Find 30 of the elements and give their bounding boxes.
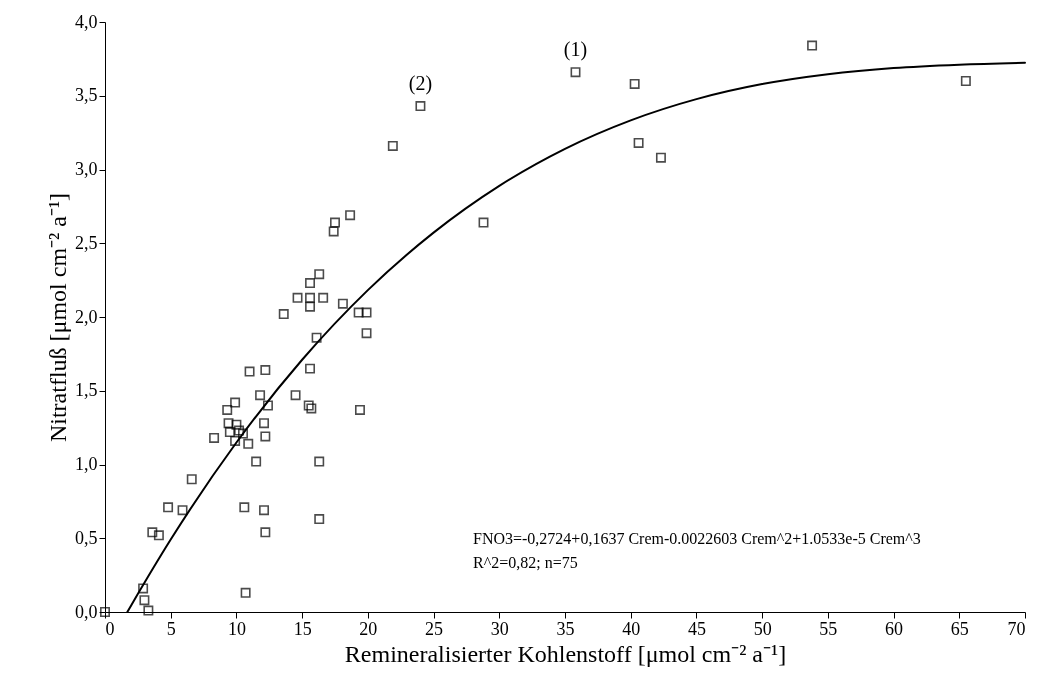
x-tick-label: 20 — [359, 618, 378, 639]
y-tick-label: 1,0 — [75, 454, 98, 474]
y-tick-label: 2,5 — [75, 232, 98, 253]
x-axis-title: Remineralisierter Kohlenstoff [μmol cm⁻² a⁻¹] — [344, 640, 787, 667]
x-tick-label: 50 — [753, 618, 772, 639]
x-tick-label: 70 — [1007, 618, 1026, 639]
x-tick-label: 45 — [687, 618, 706, 639]
y-tick-label: 0,5 — [75, 527, 98, 548]
x-tick-label: 65 — [950, 618, 969, 639]
x-tick-label: 30 — [490, 618, 509, 639]
y-tick-label: 1,5 — [75, 380, 98, 401]
y-tick-label: 3,5 — [75, 85, 98, 106]
y-tick-label: 3,0 — [75, 159, 98, 179]
x-tick-label: 55 — [819, 618, 838, 639]
x-tick-label: 35 — [556, 618, 575, 639]
y-tick-label: 0,0 — [75, 601, 98, 622]
annotation: R^2=0,82; n=75 — [473, 554, 578, 572]
x-tick-label: 15 — [293, 618, 312, 639]
x-tick-label: 40 — [622, 618, 641, 639]
y-axis-title: Nitratfluß [μmol cm⁻² a⁻¹] — [45, 192, 71, 443]
y-tick-label: 4,0 — [75, 11, 98, 32]
x-tick-label: 0 — [105, 618, 115, 639]
x-tick-label: 60 — [885, 618, 904, 639]
x-tick-label: 5 — [166, 618, 176, 639]
x-tick-label: 10 — [227, 618, 246, 639]
annotation: FNO3=-0,2724+0,1637 Crem-0.0022603 Crem^2+1.0533e-5 Crem^3 — [473, 530, 921, 548]
annotation: (1) — [563, 38, 588, 62]
annotation: (2) — [408, 72, 433, 96]
y-tick-label: 2,0 — [75, 306, 98, 327]
x-tick-label: 25 — [425, 618, 444, 639]
